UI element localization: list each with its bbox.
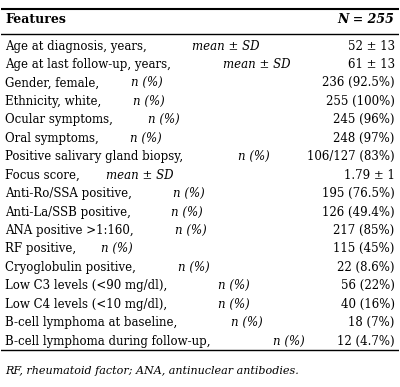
- Text: ANA positive >1:160,: ANA positive >1:160,: [5, 224, 138, 237]
- Text: n (%): n (%): [101, 242, 133, 255]
- Text: 106/127 (83%): 106/127 (83%): [307, 150, 395, 163]
- Text: n (%): n (%): [274, 335, 305, 348]
- Text: n (%): n (%): [172, 205, 203, 219]
- Text: Ethnicity, white,: Ethnicity, white,: [5, 95, 105, 108]
- Text: 1.79 ± 1: 1.79 ± 1: [344, 169, 395, 182]
- Text: Ocular symptoms,: Ocular symptoms,: [5, 113, 117, 126]
- Text: 217 (85%): 217 (85%): [333, 224, 395, 237]
- Text: 126 (49.4%): 126 (49.4%): [322, 205, 395, 219]
- Text: n (%): n (%): [218, 279, 250, 292]
- Text: Cryoglobulin positive,: Cryoglobulin positive,: [5, 261, 140, 274]
- Text: n (%): n (%): [130, 132, 162, 145]
- Text: mean ± SD: mean ± SD: [192, 39, 259, 53]
- Text: mean ± SD: mean ± SD: [223, 58, 290, 71]
- Text: N = 255: N = 255: [338, 13, 395, 26]
- Text: 22 (8.6%): 22 (8.6%): [337, 261, 395, 274]
- Text: 248 (97%): 248 (97%): [333, 132, 395, 145]
- Text: B-cell lymphoma during follow-up,: B-cell lymphoma during follow-up,: [5, 335, 215, 348]
- Text: 195 (76.5%): 195 (76.5%): [322, 187, 395, 200]
- Text: Oral symptoms,: Oral symptoms,: [5, 132, 103, 145]
- Text: 52 ± 13: 52 ± 13: [348, 39, 395, 53]
- Text: Age at last follow-up, years,: Age at last follow-up, years,: [5, 58, 175, 71]
- Text: 18 (7%): 18 (7%): [348, 316, 395, 329]
- Text: Low C3 levels (<90 mg/dl),: Low C3 levels (<90 mg/dl),: [5, 279, 171, 292]
- Text: n (%): n (%): [175, 224, 207, 237]
- Text: Features: Features: [5, 13, 66, 26]
- Text: RF, rheumatoid factor; ANA, antinuclear antibodies.: RF, rheumatoid factor; ANA, antinuclear …: [5, 366, 299, 376]
- Text: n (%): n (%): [238, 150, 270, 163]
- Text: n (%): n (%): [148, 113, 180, 126]
- Text: 12 (4.7%): 12 (4.7%): [337, 335, 395, 348]
- Text: 115 (45%): 115 (45%): [333, 242, 395, 255]
- Text: n (%): n (%): [131, 76, 162, 89]
- Text: Age at diagnosis, years,: Age at diagnosis, years,: [5, 39, 151, 53]
- Text: n (%): n (%): [218, 298, 250, 311]
- Text: 236 (92.5%): 236 (92.5%): [322, 76, 395, 89]
- Text: RF positive,: RF positive,: [5, 242, 80, 255]
- Text: n (%): n (%): [231, 316, 263, 329]
- Text: Anti-La/SSB positive,: Anti-La/SSB positive,: [5, 205, 135, 219]
- Text: 40 (16%): 40 (16%): [341, 298, 395, 311]
- Text: n (%): n (%): [178, 261, 210, 274]
- Text: Focus score,: Focus score,: [5, 169, 84, 182]
- Text: Low C4 levels (<10 mg/dl),: Low C4 levels (<10 mg/dl),: [5, 298, 171, 311]
- Text: 255 (100%): 255 (100%): [326, 95, 395, 108]
- Text: Gender, female,: Gender, female,: [5, 76, 103, 89]
- Text: 56 (22%): 56 (22%): [341, 279, 395, 292]
- Text: B-cell lymphoma at baseline,: B-cell lymphoma at baseline,: [5, 316, 181, 329]
- Text: 245 (96%): 245 (96%): [333, 113, 395, 126]
- Text: Anti-Ro/SSA positive,: Anti-Ro/SSA positive,: [5, 187, 136, 200]
- Text: 61 ± 13: 61 ± 13: [348, 58, 395, 71]
- Text: n (%): n (%): [134, 95, 165, 108]
- Text: n (%): n (%): [173, 187, 204, 200]
- Text: Positive salivary gland biopsy,: Positive salivary gland biopsy,: [5, 150, 187, 163]
- Text: mean ± SD: mean ± SD: [106, 169, 174, 182]
